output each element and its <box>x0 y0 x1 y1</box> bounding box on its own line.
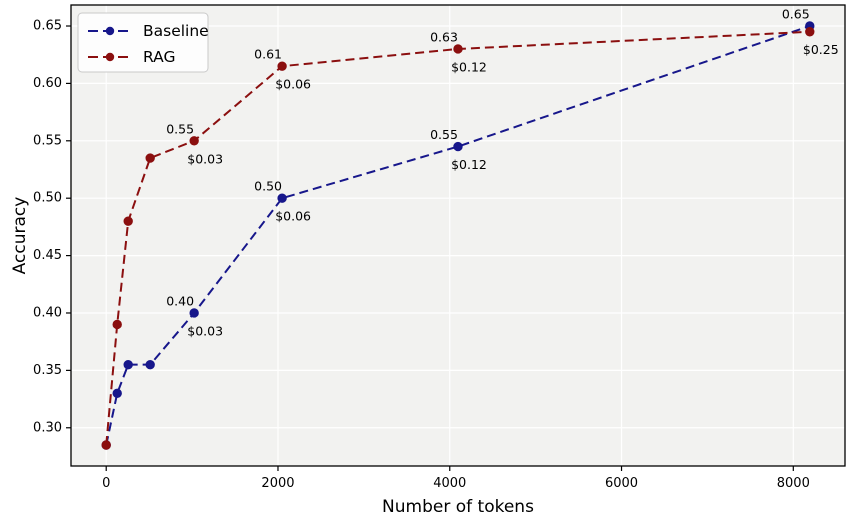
rag-data-point-marker <box>453 44 463 54</box>
cost-annotation: $0.06 <box>275 77 311 92</box>
y-axis-label: Accuracy <box>10 197 30 275</box>
baseline-data-point-marker <box>277 193 287 203</box>
x-tick-label: 8000 <box>777 476 810 491</box>
cost-annotation: $0.25 <box>803 42 839 57</box>
legend-label-baseline: Baseline <box>143 22 209 40</box>
y-tick-label: 0.45 <box>33 248 62 263</box>
rag-data-point-marker <box>145 153 155 163</box>
accuracy-annotation: 0.65 <box>782 7 810 22</box>
y-tick-label: 0.55 <box>33 133 62 148</box>
y-tick-label: 0.50 <box>33 191 62 206</box>
rag-data-point-marker <box>805 27 815 37</box>
baseline-data-point-marker <box>189 308 199 318</box>
rag-data-point-marker <box>101 440 111 450</box>
x-tick-label: 6000 <box>605 476 638 491</box>
accuracy-annotation: 0.61 <box>254 47 282 62</box>
x-tick-label: 4000 <box>433 476 466 491</box>
rag-data-point-marker <box>277 61 287 71</box>
baseline-data-point-marker <box>123 359 133 370</box>
plot-area <box>71 5 845 466</box>
legend-marker-baseline <box>105 26 115 36</box>
x-axis-label: Number of tokens <box>382 497 534 517</box>
x-tick-label: 2000 <box>261 476 294 491</box>
cost-annotation: $0.12 <box>451 59 487 74</box>
baseline-series-line <box>105 25 811 446</box>
rag-data-point-marker <box>112 319 122 330</box>
y-tick-label: 0.65 <box>33 19 62 34</box>
baseline-data-point-marker <box>112 388 122 399</box>
rag-data-point-marker <box>123 216 133 226</box>
baseline-data-point-marker <box>145 359 155 370</box>
accuracy-annotation: 0.55 <box>430 127 458 142</box>
x-tick-label: 0 <box>102 476 110 491</box>
accuracy-annotation: 0.50 <box>254 179 282 194</box>
axes-border <box>70 4 846 467</box>
rag-data-point-marker <box>189 136 199 146</box>
accuracy-annotation: 0.63 <box>430 29 458 44</box>
baseline-data-point-marker <box>453 141 463 152</box>
legend-marker-rag <box>105 52 115 62</box>
y-tick-label: 0.60 <box>33 76 62 91</box>
cost-annotation: $0.03 <box>187 151 223 166</box>
y-tick-label: 0.30 <box>33 420 62 435</box>
cost-annotation: $0.03 <box>187 323 223 338</box>
y-tick-label: 0.40 <box>33 305 62 320</box>
rag-series-line <box>105 30 810 446</box>
accuracy-annotation: 0.55 <box>166 121 194 136</box>
accuracy-annotation: 0.40 <box>166 293 194 308</box>
legend-label-rag: RAG <box>143 48 175 66</box>
legend: Baseline RAG <box>77 12 209 73</box>
y-tick-label: 0.35 <box>33 363 62 378</box>
cost-annotation: $0.12 <box>451 157 487 172</box>
cost-annotation: $0.06 <box>275 209 311 224</box>
